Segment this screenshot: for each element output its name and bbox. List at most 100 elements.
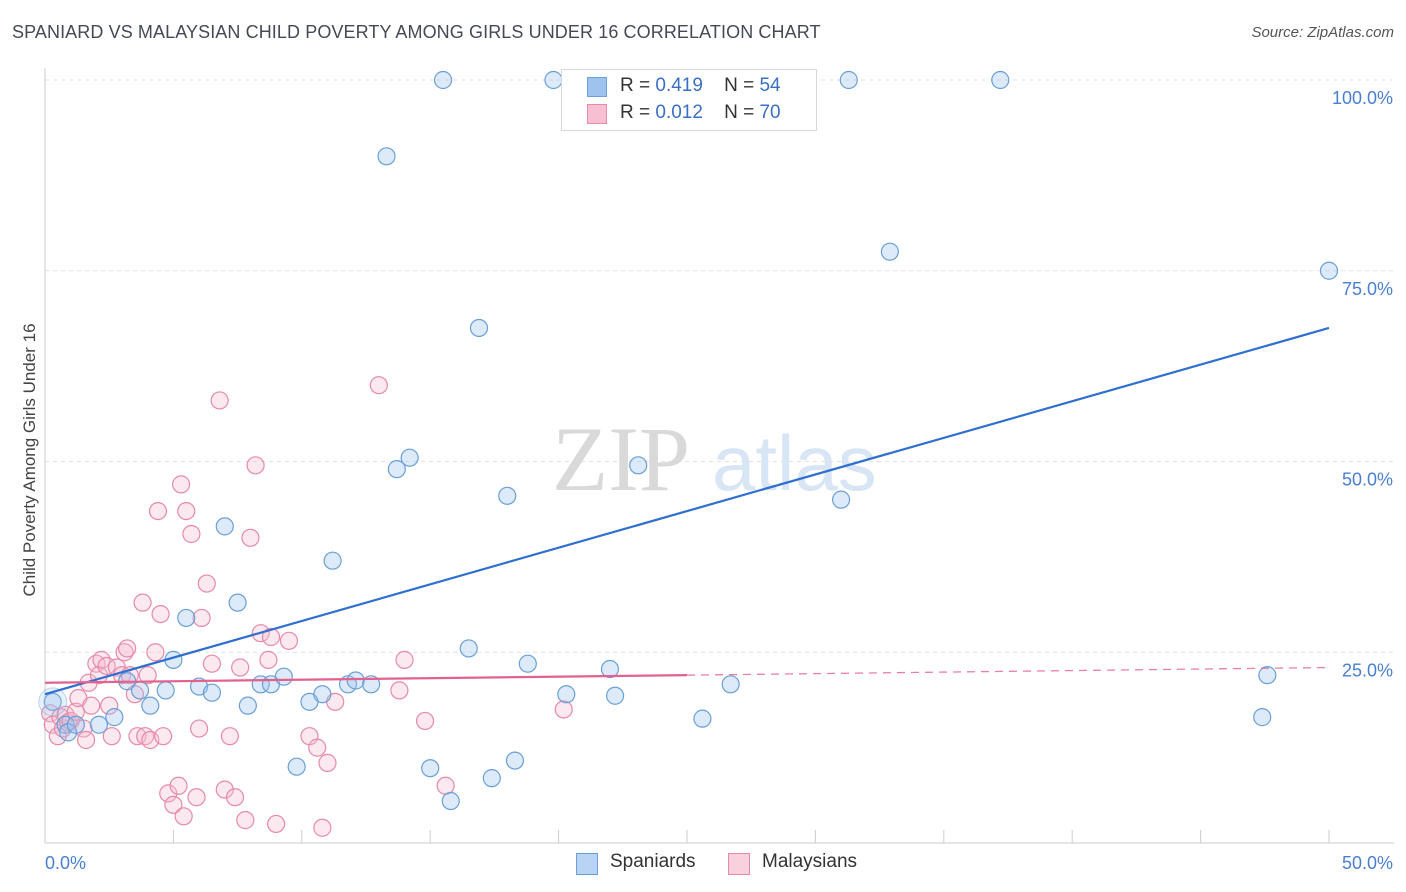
spaniards-point-11 [177,608,196,628]
malaysians-point-68 [415,711,435,731]
axes [44,68,1394,844]
malaysians-point-11 [76,730,96,750]
spaniards-point-25 [346,671,365,690]
malaysians-point-48 [215,780,234,799]
spaniards-point-39 [544,70,563,90]
spaniards-point-36 [498,486,517,505]
malaysians-point-31 [146,643,165,662]
legend-swatch-spaniards [587,77,607,97]
spaniards-point-42 [605,686,625,705]
malaysians-point-34 [154,727,173,746]
malaysians-point-50 [225,788,245,807]
spaniards-point-32 [441,791,460,811]
spaniards-point-30 [421,759,440,778]
malaysians-points [41,376,573,837]
watermark-atlas: atlas [712,419,877,507]
spaniards-point-22 [313,685,332,704]
malaysians-point-52 [236,811,255,830]
malaysians-point-29 [138,666,157,685]
spaniards-point-43 [629,456,648,475]
malaysians-point-41 [182,524,201,544]
y-tick-label-75: 75.0% [1342,279,1393,299]
spaniards-point-35 [482,769,501,788]
malaysians-point-38 [172,475,191,494]
malaysians-point-69 [436,776,455,795]
source-credit: Source: ZipAtlas.com [1251,24,1394,41]
malaysians-point-59 [279,631,299,650]
legend-swatch-malaysians-bottom [728,853,750,875]
malaysians-point-42 [187,788,206,807]
malaysians-point-43 [189,719,209,738]
spaniards-point-47 [831,490,851,509]
malaysians-point-49 [220,727,239,746]
legend-swatch-malaysians [587,104,607,124]
spaniards-point-48 [839,70,858,90]
malaysians-point-0 [41,704,60,723]
malaysians-point-63 [318,753,337,772]
malaysians-point-45 [197,574,216,593]
legend-swatch-spaniards-bottom [576,853,598,875]
malaysians-point-18 [100,696,119,715]
y-tick-label-100: 100.0% [1332,88,1393,108]
y-axis-label: Child Poverty Among Girls Under 16 [20,323,39,597]
malaysians-point-46 [202,654,222,673]
chart-title: SPANIARD VS MALAYSIAN CHILD POVERTY AMON… [12,22,821,42]
spaniards-point-40 [557,685,576,704]
malaysians-trend-extension [686,666,1330,676]
spaniards-point-46 [721,675,740,694]
spaniards-point-23 [323,551,342,570]
spaniards-point-3 [66,715,85,734]
malaysians-point-65 [369,376,388,395]
watermark: ZIP atlas [552,408,877,510]
x-tick-label-0: 0.0% [45,853,86,873]
legend-label-spaniards: Spaniards [610,851,696,872]
malaysians-point-1 [43,715,62,734]
malaysians-point-27 [133,593,152,612]
legend-text-malaysians: R = 0.012 N = 70 [620,102,781,123]
legend-text-spaniards: R = 0.419 N = 54 [620,75,781,96]
spaniards-point-14 [215,517,234,536]
spaniards-point-41 [600,659,620,679]
spaniards-point-7 [130,681,150,700]
malaysians-point-36 [164,795,183,814]
spaniards-point-33 [459,639,478,658]
stats-legend: R = 0.419 N = 54 R = 0.012 N = 70 [561,69,817,131]
spaniards-point-52 [1258,666,1277,685]
malaysians-point-62 [313,818,332,837]
malaysians-point-33 [151,604,170,624]
malaysians-point-39 [174,807,193,826]
malaysians-point-19 [102,727,121,746]
malaysians-point-56 [259,650,278,669]
spaniards-point-16 [238,696,257,715]
malaysians-point-57 [261,627,281,647]
malaysians-point-61 [308,738,327,757]
spaniards-point-28 [387,460,406,479]
spaniards-point-38 [518,654,537,673]
spaniards-point-5 [105,708,124,727]
spaniards-point-50 [991,70,1010,90]
spaniards-point-49 [880,242,899,261]
watermark-zip: ZIP [552,408,690,510]
tick-labels: 25.0% 50.0% 75.0% 100.0% 0.0% 50.0% [45,88,1393,873]
spaniards-point-19 [274,667,293,686]
malaysians-point-23 [118,639,137,658]
spaniards-point-27 [377,147,396,166]
spaniards-point-9 [156,681,175,700]
spaniards-trend-line [44,326,1330,696]
spaniards-point-8 [141,696,160,715]
malaysians-point-66 [390,681,409,700]
spaniards-point-2 [59,723,78,742]
y-tick-label-50: 50.0% [1342,470,1393,490]
spaniards-points [38,70,1339,811]
malaysians-point-32 [148,501,168,521]
spaniards-point-29 [400,448,419,467]
malaysians-point-47 [210,391,229,410]
spaniards-point-15 [228,593,247,612]
malaysians-point-8 [66,702,85,721]
spaniards-point-13 [202,683,222,702]
spaniards-point-20 [287,757,306,776]
spaniards-point-31 [433,70,453,90]
y-tick-label-25: 25.0% [1342,660,1393,680]
spaniards-point-0 [43,692,62,711]
